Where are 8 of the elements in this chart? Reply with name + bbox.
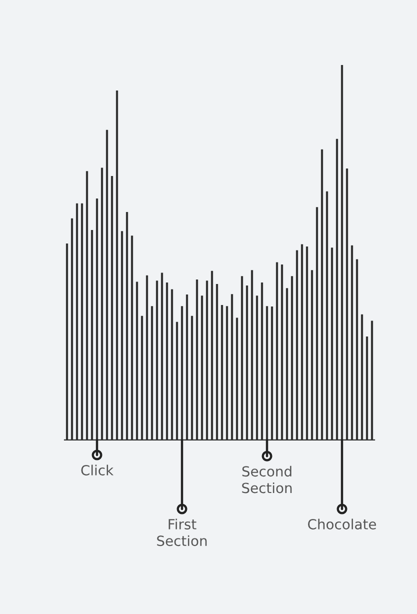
text: Click <box>81 464 114 476</box>
bar <box>180 306 184 440</box>
bar <box>96 198 98 440</box>
bar <box>340 65 344 440</box>
text: Chocolate <box>308 518 376 530</box>
text: Second Section <box>242 466 292 494</box>
bar <box>266 306 268 440</box>
text: First Section <box>157 518 207 546</box>
